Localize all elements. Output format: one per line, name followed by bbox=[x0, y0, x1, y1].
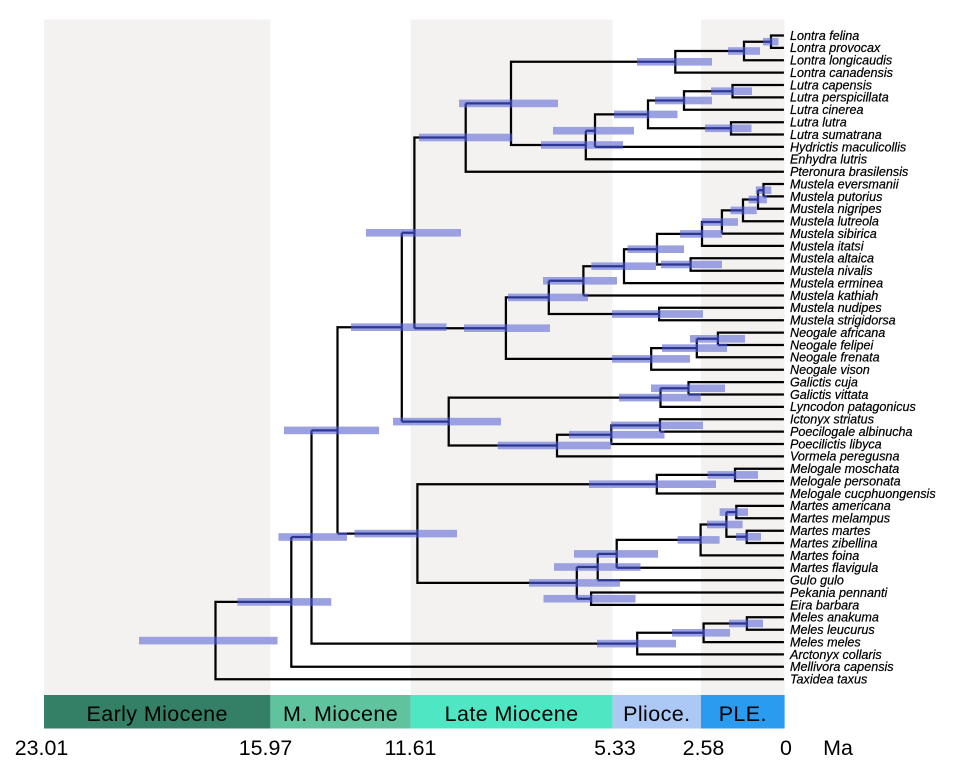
svg-text:0: 0 bbox=[780, 736, 792, 760]
svg-text:Lutra perspicillata: Lutra perspicillata bbox=[790, 91, 889, 105]
svg-text:Early Miocene: Early Miocene bbox=[86, 702, 227, 726]
svg-text:Melogale cucphuongensis: Melogale cucphuongensis bbox=[790, 487, 936, 501]
svg-text:Eira barbara: Eira barbara bbox=[790, 598, 859, 612]
svg-text:Meles anakuma: Meles anakuma bbox=[790, 611, 879, 625]
svg-text:Mustela itatsi: Mustela itatsi bbox=[790, 239, 865, 253]
svg-text:2.58: 2.58 bbox=[683, 736, 725, 760]
svg-text:Mellivora capensis: Mellivora capensis bbox=[790, 660, 894, 674]
svg-text:Lontra felina: Lontra felina bbox=[790, 29, 859, 43]
svg-text:Martes melampus: Martes melampus bbox=[790, 512, 891, 526]
svg-text:Poecilogale albinucha: Poecilogale albinucha bbox=[790, 425, 913, 439]
svg-text:Mustela lutreola: Mustela lutreola bbox=[790, 215, 879, 229]
svg-text:Mustela nudipes: Mustela nudipes bbox=[790, 301, 882, 315]
svg-text:23.01: 23.01 bbox=[15, 736, 69, 760]
svg-text:Meles leucurus: Meles leucurus bbox=[790, 623, 875, 637]
svg-text:Ictonyx striatus: Ictonyx striatus bbox=[790, 413, 875, 427]
svg-text:Lutra sumatrana: Lutra sumatrana bbox=[790, 128, 882, 142]
svg-text:Lontra canadensis: Lontra canadensis bbox=[790, 66, 894, 80]
svg-text:Pekania pennanti: Pekania pennanti bbox=[790, 586, 889, 600]
svg-text:Vormela peregusna: Vormela peregusna bbox=[790, 450, 899, 464]
svg-text:Pteronura brasilensis: Pteronura brasilensis bbox=[790, 165, 909, 179]
svg-text:Mustela strigidorsa: Mustela strigidorsa bbox=[790, 314, 896, 328]
svg-text:Martes americana: Martes americana bbox=[790, 499, 891, 513]
svg-text:Neogale felipei: Neogale felipei bbox=[790, 338, 875, 352]
svg-text:Ma: Ma bbox=[823, 736, 853, 760]
svg-text:Mustela nigripes: Mustela nigripes bbox=[790, 202, 882, 216]
svg-text:PLE.: PLE. bbox=[719, 702, 767, 726]
svg-text:Neogale africana: Neogale africana bbox=[790, 326, 885, 340]
svg-text:M. Miocene: M. Miocene bbox=[283, 702, 398, 726]
svg-text:Lutra lutra: Lutra lutra bbox=[790, 116, 847, 130]
svg-text:Mustela erminea: Mustela erminea bbox=[790, 276, 883, 290]
svg-text:Mustela eversmanii: Mustela eversmanii bbox=[790, 177, 900, 191]
svg-text:Melogale moschata: Melogale moschata bbox=[790, 462, 899, 476]
svg-text:11.61: 11.61 bbox=[385, 736, 437, 760]
svg-text:Arctonyx collaris: Arctonyx collaris bbox=[789, 648, 882, 662]
svg-text:Hydrictis maculicollis: Hydrictis maculicollis bbox=[790, 140, 907, 154]
svg-text:Enhydra lutris: Enhydra lutris bbox=[790, 153, 868, 167]
svg-text:Late Miocene: Late Miocene bbox=[445, 702, 579, 726]
svg-text:Mustela putorius: Mustela putorius bbox=[790, 190, 883, 204]
svg-text:Martes zibellina: Martes zibellina bbox=[790, 536, 878, 550]
svg-text:Poecilictis libyca: Poecilictis libyca bbox=[790, 437, 882, 451]
svg-text:Mustela kathiah: Mustela kathiah bbox=[790, 289, 878, 303]
svg-text:Martes foina: Martes foina bbox=[790, 549, 859, 563]
svg-text:Taxidea taxus: Taxidea taxus bbox=[790, 673, 868, 687]
svg-text:Melogale personata: Melogale personata bbox=[790, 475, 901, 489]
svg-text:Lontra provocax: Lontra provocax bbox=[790, 41, 881, 55]
svg-text:Lontra longicaudis: Lontra longicaudis bbox=[790, 54, 893, 68]
svg-text:Martes martes: Martes martes bbox=[790, 524, 871, 538]
svg-text:Lutra cinerea: Lutra cinerea bbox=[790, 103, 864, 117]
svg-text:Gulo gulo: Gulo gulo bbox=[790, 574, 844, 588]
svg-text:Lyncodon patagonicus: Lyncodon patagonicus bbox=[790, 400, 917, 414]
svg-text:Mustela altaica: Mustela altaica bbox=[790, 252, 874, 266]
svg-text:Mustela nivalis: Mustela nivalis bbox=[790, 264, 873, 278]
svg-text:Martes flavigula: Martes flavigula bbox=[790, 561, 878, 575]
svg-text:Neogale vison: Neogale vison bbox=[790, 363, 870, 377]
svg-text:15.97: 15.97 bbox=[239, 736, 293, 760]
svg-text:Mustela sibirica: Mustela sibirica bbox=[790, 227, 877, 241]
svg-text:5.33: 5.33 bbox=[594, 736, 636, 760]
svg-text:Lutra capensis: Lutra capensis bbox=[790, 78, 873, 92]
svg-text:Meles meles: Meles meles bbox=[790, 635, 861, 649]
svg-text:Plioce.: Plioce. bbox=[623, 702, 690, 726]
svg-text:Galictis cuja: Galictis cuja bbox=[790, 376, 858, 390]
svg-text:Galictis vittata: Galictis vittata bbox=[790, 388, 868, 402]
svg-text:Neogale frenata: Neogale frenata bbox=[790, 351, 880, 365]
